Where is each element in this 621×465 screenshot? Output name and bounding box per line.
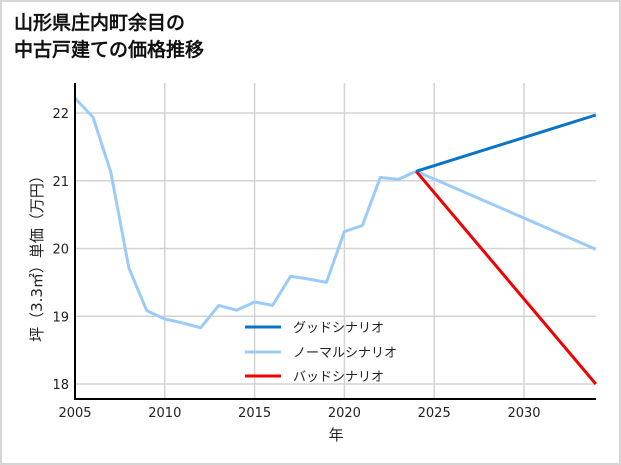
legend-label-normal: ノーマルシナリオ xyxy=(293,346,397,361)
chart-title-line1: 山形県庄内町余目の xyxy=(14,12,186,34)
x-tick-labels: 2005 2010 2015 2020 2025 2030 xyxy=(58,406,540,421)
x-tick-label: 2010 xyxy=(148,406,181,421)
x-tick-label: 2030 xyxy=(507,406,540,421)
x-tick-label: 2005 xyxy=(58,406,91,421)
y-axis-label: 坪（3.3㎡）単価（万円） xyxy=(28,168,46,342)
chart-title: 山形県庄内町余目の 中古戸建ての価格推移 xyxy=(14,10,204,64)
x-axis-label: 年 xyxy=(328,426,343,444)
y-tick-label: 20 xyxy=(52,243,69,258)
legend-label-good: グッドシナリオ xyxy=(293,321,384,336)
series-line xyxy=(415,113,597,173)
grid-lines xyxy=(74,83,596,399)
x-tick-label: 2015 xyxy=(238,406,271,421)
data-series xyxy=(73,97,597,385)
series-line xyxy=(415,169,597,251)
legend-label-bad: バッドシナリオ xyxy=(293,370,384,385)
series-line xyxy=(73,97,417,330)
legend: グッドシナリオ ノーマルシナリオ バッドシナリオ xyxy=(245,321,397,385)
chart-title-line2: 中古戸建ての価格推移 xyxy=(14,39,205,61)
y-tick-label: 19 xyxy=(52,310,69,325)
axes xyxy=(74,83,596,400)
series-line xyxy=(415,170,597,385)
y-tick-label: 21 xyxy=(52,175,69,190)
x-tick-label: 2020 xyxy=(328,406,361,421)
y-tick-label: 22 xyxy=(52,107,69,122)
x-tick-label: 2025 xyxy=(418,406,451,421)
y-tick-labels: 22 21 20 19 18 xyxy=(52,107,69,393)
y-tick-label: 18 xyxy=(52,378,69,393)
